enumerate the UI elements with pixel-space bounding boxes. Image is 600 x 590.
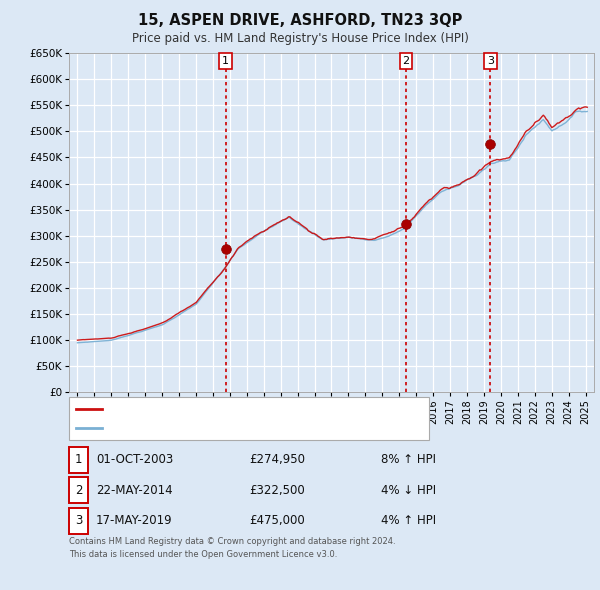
Text: 1: 1 bbox=[75, 453, 82, 466]
Text: HPI: Average price, detached house, Ashford: HPI: Average price, detached house, Ashf… bbox=[107, 422, 340, 432]
Text: 4% ↓ HPI: 4% ↓ HPI bbox=[381, 484, 436, 497]
Text: £322,500: £322,500 bbox=[249, 484, 305, 497]
Text: 1: 1 bbox=[222, 56, 229, 66]
Text: 17-MAY-2019: 17-MAY-2019 bbox=[96, 514, 173, 527]
Text: 4% ↑ HPI: 4% ↑ HPI bbox=[381, 514, 436, 527]
Text: 01-OCT-2003: 01-OCT-2003 bbox=[96, 453, 173, 466]
Text: 3: 3 bbox=[75, 514, 82, 527]
Text: 2: 2 bbox=[402, 56, 409, 66]
Text: 3: 3 bbox=[487, 56, 494, 66]
Text: 8% ↑ HPI: 8% ↑ HPI bbox=[381, 453, 436, 466]
Text: This data is licensed under the Open Government Licence v3.0.: This data is licensed under the Open Gov… bbox=[69, 550, 337, 559]
Text: Price paid vs. HM Land Registry's House Price Index (HPI): Price paid vs. HM Land Registry's House … bbox=[131, 32, 469, 45]
Text: £274,950: £274,950 bbox=[249, 453, 305, 466]
Text: 15, ASPEN DRIVE, ASHFORD, TN23 3QP: 15, ASPEN DRIVE, ASHFORD, TN23 3QP bbox=[138, 13, 462, 28]
Text: 15, ASPEN DRIVE, ASHFORD, TN23 3QP (detached house): 15, ASPEN DRIVE, ASHFORD, TN23 3QP (deta… bbox=[107, 404, 406, 414]
Text: £475,000: £475,000 bbox=[249, 514, 305, 527]
Text: 22-MAY-2014: 22-MAY-2014 bbox=[96, 484, 173, 497]
Text: Contains HM Land Registry data © Crown copyright and database right 2024.: Contains HM Land Registry data © Crown c… bbox=[69, 537, 395, 546]
Text: 2: 2 bbox=[75, 484, 82, 497]
